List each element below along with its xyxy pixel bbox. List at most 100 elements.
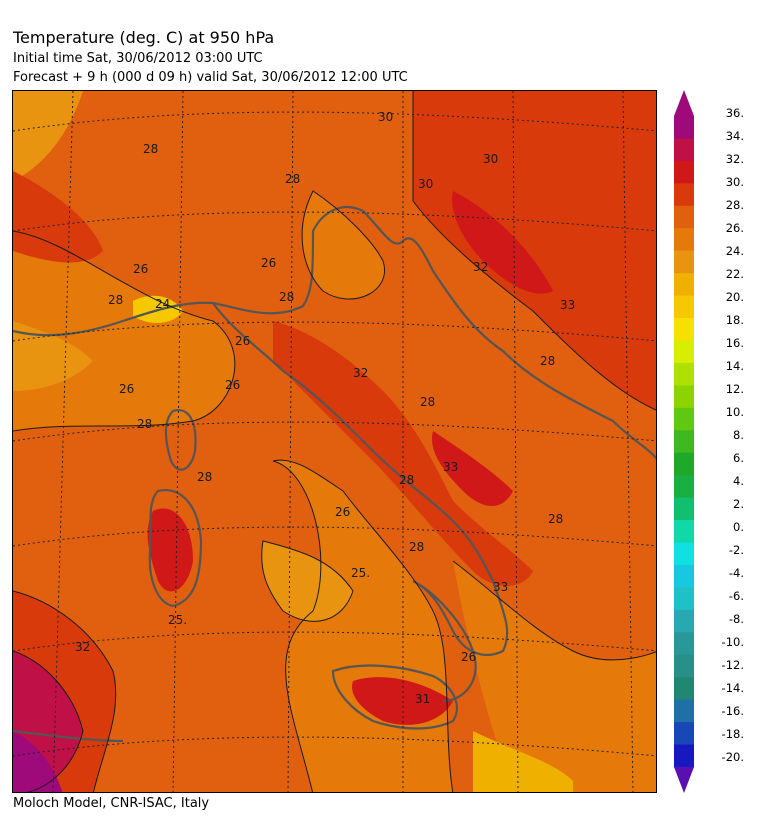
field-30-32-apennines bbox=[273, 321, 533, 586]
contour-label: 30 bbox=[378, 110, 393, 124]
coastlines bbox=[13, 206, 656, 743]
contour-label: 28 bbox=[137, 417, 152, 431]
colorbar-segment bbox=[674, 699, 694, 723]
field-26-28-southeast bbox=[453, 561, 656, 792]
colorbar-tick-label: -8. bbox=[728, 612, 744, 626]
contour-label: 26 bbox=[335, 505, 350, 519]
contour-label: 28 bbox=[143, 142, 158, 156]
colorbar-segment bbox=[674, 520, 694, 544]
field-32-34-sardinia bbox=[147, 508, 193, 592]
colorbar-segment bbox=[674, 295, 694, 319]
colorbar-segment bbox=[674, 542, 694, 566]
colorbar-tick-label: 0. bbox=[733, 520, 744, 534]
colorbar-tick-label: 12. bbox=[725, 382, 744, 396]
colorbar-segment bbox=[674, 160, 694, 184]
contour-label: 28 bbox=[108, 293, 123, 307]
colorbar-segment bbox=[674, 564, 694, 588]
colorbar-labels: 36. 34. 32. 30. 28. 26. 24. 22. 20. 18. 16. 14. 12. 1… bbox=[700, 0, 760, 828]
field-30-32-northeast bbox=[413, 91, 656, 411]
contour-label: 28 bbox=[197, 470, 212, 484]
colorbar-segment bbox=[674, 475, 694, 499]
temperature-map: 30 28 30 30 28 26 26 28 32 33 24 28 26 2… bbox=[12, 90, 657, 793]
contour-label: 30 bbox=[483, 152, 498, 166]
colorbar-segment bbox=[674, 677, 694, 701]
contour-label: 28 bbox=[548, 512, 563, 526]
contour-label: 26 bbox=[461, 650, 476, 664]
colorbar-segment bbox=[674, 183, 694, 207]
colorbar-tick-label: -18. bbox=[721, 727, 744, 741]
colorbar-tick-label: -4. bbox=[728, 566, 744, 580]
colorbar-tick-label: 20. bbox=[725, 290, 744, 304]
colorbar-tick-label: 32. bbox=[725, 152, 744, 166]
contour-label: 26 bbox=[261, 256, 276, 270]
colorbar-tick-label: 8. bbox=[733, 428, 744, 442]
forecast-validity: Forecast + 9 h (000 d 09 h) valid Sat, 3… bbox=[13, 70, 408, 85]
contour-label: 28 bbox=[279, 290, 294, 304]
contour-label: 28 bbox=[540, 354, 555, 368]
colorbar-tick-label: 10. bbox=[725, 405, 744, 419]
field-36-plus bbox=[13, 731, 63, 792]
colorbar-segment bbox=[674, 273, 694, 297]
contour-label: 32 bbox=[353, 366, 368, 380]
field-24-26-sea bbox=[261, 541, 353, 622]
contour-labels: 30 28 30 30 28 26 26 28 32 33 24 28 26 2… bbox=[75, 110, 575, 706]
field-32-34-balkans bbox=[452, 191, 553, 294]
contour-label: 33 bbox=[493, 580, 508, 594]
colorbar-tick-label: 30. bbox=[725, 175, 744, 189]
contour-label: 33 bbox=[560, 298, 575, 312]
contour-label: 25. bbox=[168, 613, 187, 627]
colorbar bbox=[674, 90, 694, 793]
colorbar-segment bbox=[674, 744, 694, 768]
colorbar-tick-label: 24. bbox=[725, 244, 744, 258]
colorbar-segment bbox=[674, 138, 694, 162]
field-24-26-northwest bbox=[13, 91, 83, 181]
colorbar-tick-label: 28. bbox=[725, 198, 744, 212]
colorbar-segment bbox=[674, 430, 694, 454]
field-32-34-south-italy bbox=[432, 431, 513, 506]
colorbar-tick-label: -14. bbox=[721, 681, 744, 695]
graticule bbox=[13, 91, 656, 792]
contour-label: 28 bbox=[409, 540, 424, 554]
colorbar-tick-label: 14. bbox=[725, 359, 744, 373]
colorbar-bottom-arrow bbox=[674, 767, 694, 793]
contour-label: 26 bbox=[225, 378, 240, 392]
contour-label: 32 bbox=[473, 260, 488, 274]
colorbar-segment bbox=[674, 385, 694, 409]
colorbar-segment bbox=[674, 250, 694, 274]
colorbar-segment bbox=[674, 318, 694, 341]
model-credit: Moloch Model, CNR-ISAC, Italy bbox=[13, 796, 210, 811]
isotherms bbox=[13, 91, 656, 792]
contour-label: 32 bbox=[75, 640, 90, 654]
contour-label: 26 bbox=[119, 382, 134, 396]
colorbar-tick-label: 2. bbox=[733, 497, 744, 511]
contour-label: 33 bbox=[443, 460, 458, 474]
colorbar-tick-label: -16. bbox=[721, 704, 744, 718]
colorbar-tick-label: -6. bbox=[728, 589, 744, 603]
colorbar-tick-label: -20. bbox=[721, 750, 744, 764]
colorbar-segment bbox=[674, 116, 694, 139]
contour-label: 28 bbox=[285, 172, 300, 186]
colorbar-tick-label: 34. bbox=[725, 129, 744, 143]
colorbar-segment bbox=[674, 632, 694, 656]
field-22-24-south bbox=[473, 731, 573, 792]
colorbar-tick-label: 22. bbox=[725, 267, 744, 281]
colorbar-tick-label: 18. bbox=[725, 313, 744, 327]
colorbar-top-arrow bbox=[674, 90, 694, 116]
contour-label: 28 bbox=[399, 473, 414, 487]
map-title: Temperature (deg. C) at 950 hPa bbox=[13, 28, 275, 47]
colorbar-tick-label: 26. bbox=[725, 221, 744, 235]
contour-label: 30 bbox=[418, 177, 433, 191]
colorbar-segment bbox=[674, 609, 694, 633]
colorbar-tick-label: -2. bbox=[728, 543, 744, 557]
field-30-32-france bbox=[13, 171, 103, 263]
initial-time: Initial time Sat, 30/06/2012 03:00 UTC bbox=[13, 51, 263, 66]
colorbar-tick-label: 36. bbox=[725, 106, 744, 120]
colorbar-tick-label: 4. bbox=[733, 474, 744, 488]
colorbar-segment bbox=[674, 654, 694, 678]
colorbar-segment bbox=[674, 340, 694, 364]
contour-label: 26 bbox=[133, 262, 148, 276]
colorbar-segment bbox=[674, 407, 694, 431]
colorbar-segment bbox=[674, 205, 694, 229]
contour-label: 31 bbox=[415, 692, 430, 706]
contour-label: 28 bbox=[420, 395, 435, 409]
